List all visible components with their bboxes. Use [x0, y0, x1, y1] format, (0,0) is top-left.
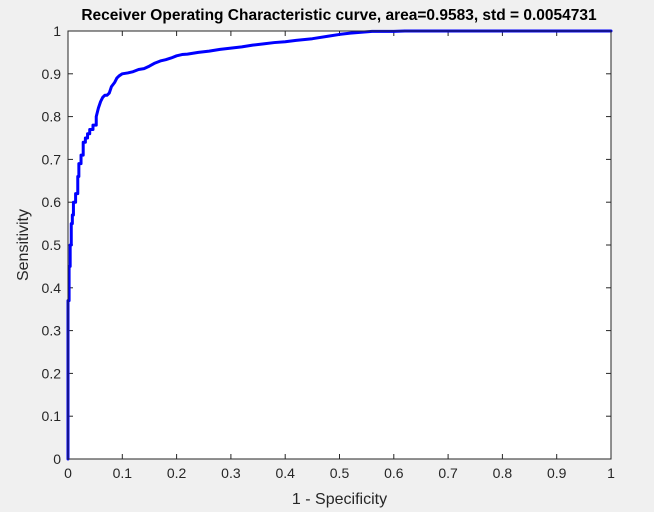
- x-tick-label: 0.6: [384, 465, 404, 481]
- x-axis-label: 1 - Specificity: [292, 491, 387, 508]
- y-tick-label: 0.4: [42, 280, 62, 296]
- x-tick-label: 0.3: [221, 465, 241, 481]
- y-tick-label: 0.1: [42, 408, 62, 424]
- y-tick-label: 0.3: [42, 323, 62, 339]
- y-tick-label: 0.7: [42, 151, 62, 167]
- x-tick-label: 0.7: [438, 465, 458, 481]
- x-tick-label: 0: [64, 465, 72, 481]
- series-layer: [66, 29, 613, 461]
- y-tick-label: 0: [53, 451, 61, 467]
- chart-title: Receiver Operating Characteristic curve,…: [81, 7, 597, 24]
- y-tick-label: 0.5: [42, 237, 62, 253]
- x-tick-labels: 0 0.1 0.2 0.3 0.4 0.5 0.6 0.7 0.8 0.9 1: [64, 465, 615, 481]
- y-tick-label: 0.6: [42, 194, 62, 210]
- x-tick-label: 0.8: [493, 465, 513, 481]
- x-tick-label: 0.1: [113, 465, 133, 481]
- y-tick-label: 0.9: [42, 66, 62, 82]
- y-tick-labels: 0 0.1 0.2 0.3 0.4 0.5 0.6 0.7 0.8 0.9 1: [42, 23, 62, 467]
- y-tick-label: 0.2: [42, 365, 62, 381]
- y-tick-label: 1: [53, 23, 61, 39]
- plot-area: [68, 31, 611, 459]
- x-tick-label: 0.5: [330, 465, 350, 481]
- x-tick-label: 1: [607, 465, 615, 481]
- roc-curve: [66, 29, 613, 461]
- y-axis-label: Sensitivity: [15, 209, 32, 281]
- x-tick-label: 0.9: [547, 465, 567, 481]
- plot-frame: [67, 30, 612, 460]
- y-tick-label: 0.8: [42, 109, 62, 125]
- x-tick-label: 0.4: [275, 465, 295, 481]
- x-tick-label: 0.2: [167, 465, 187, 481]
